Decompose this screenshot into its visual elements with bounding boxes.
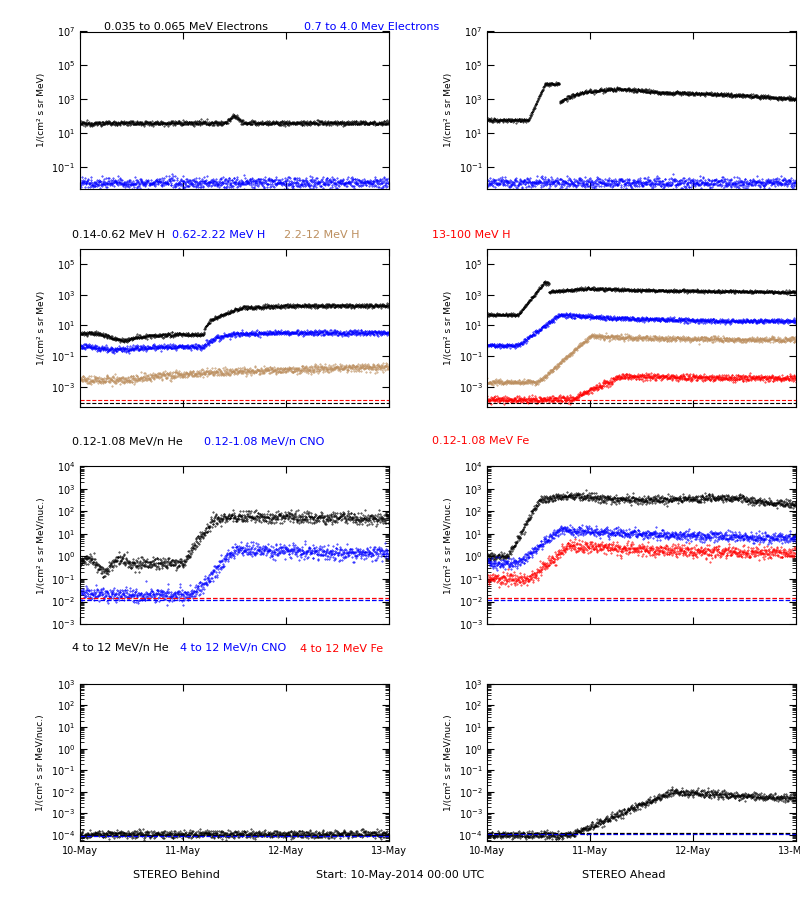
Text: STEREO Behind: STEREO Behind <box>133 870 219 880</box>
Text: 0.62-2.22 MeV H: 0.62-2.22 MeV H <box>172 230 266 239</box>
Text: 4 to 12 MeV/n He: 4 to 12 MeV/n He <box>72 644 169 653</box>
Y-axis label: 1/(cm² s sr MeV/nuc.): 1/(cm² s sr MeV/nuc.) <box>444 497 453 593</box>
Text: 0.12-1.08 MeV/n CNO: 0.12-1.08 MeV/n CNO <box>204 436 324 446</box>
Text: 0.12-1.08 MeV Fe: 0.12-1.08 MeV Fe <box>432 436 530 446</box>
Text: 0.14-0.62 MeV H: 0.14-0.62 MeV H <box>72 230 165 239</box>
Y-axis label: 1/(cm² s sr MeV): 1/(cm² s sr MeV) <box>37 73 46 148</box>
Y-axis label: 1/(cm² s sr MeV/nuc.): 1/(cm² s sr MeV/nuc.) <box>37 497 46 593</box>
Text: Start: 10-May-2014 00:00 UTC: Start: 10-May-2014 00:00 UTC <box>316 870 484 880</box>
Y-axis label: 1/(cm² s sr MeV/nuc.): 1/(cm² s sr MeV/nuc.) <box>444 715 453 811</box>
Text: STEREO Ahead: STEREO Ahead <box>582 870 666 880</box>
Text: 0.035 to 0.065 MeV Electrons: 0.035 to 0.065 MeV Electrons <box>104 22 268 32</box>
Y-axis label: 1/(cm² s sr MeV): 1/(cm² s sr MeV) <box>444 73 453 148</box>
Text: 0.7 to 4.0 Mev Electrons: 0.7 to 4.0 Mev Electrons <box>304 22 439 32</box>
Text: 4 to 12 MeV/n CNO: 4 to 12 MeV/n CNO <box>180 644 286 653</box>
Text: 4 to 12 MeV Fe: 4 to 12 MeV Fe <box>300 644 383 653</box>
Text: 13-100 MeV H: 13-100 MeV H <box>432 230 510 239</box>
Y-axis label: 1/(cm² s sr MeV): 1/(cm² s sr MeV) <box>444 291 453 364</box>
Text: 2.2-12 MeV H: 2.2-12 MeV H <box>284 230 359 239</box>
Y-axis label: 1/(cm² s sr MeV): 1/(cm² s sr MeV) <box>37 291 46 364</box>
Y-axis label: 1/(cm² s sr MeV/nuc.): 1/(cm² s sr MeV/nuc.) <box>36 715 46 811</box>
Text: 0.12-1.08 MeV/n He: 0.12-1.08 MeV/n He <box>72 436 182 446</box>
